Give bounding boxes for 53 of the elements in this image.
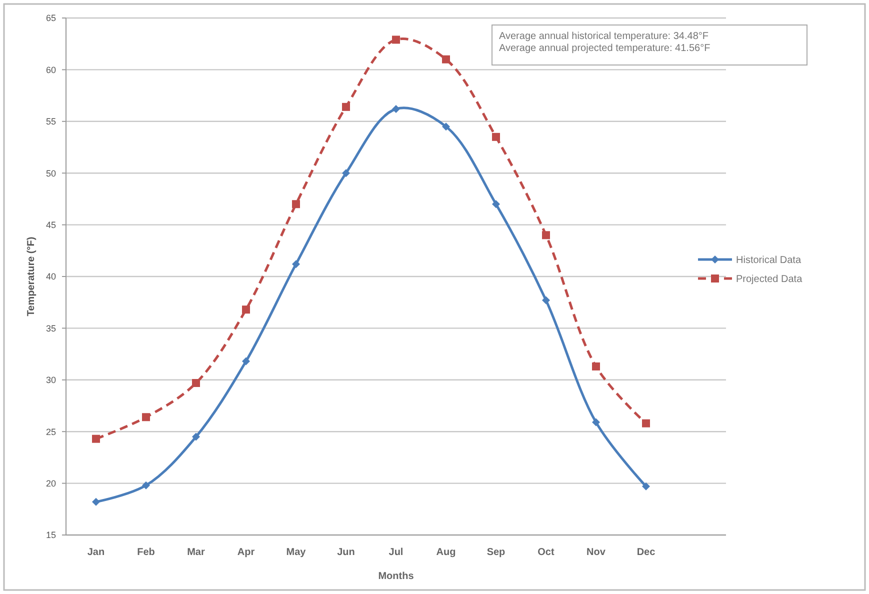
- point: [642, 419, 650, 428]
- y-tick-label: 40: [46, 272, 56, 282]
- x-tick-label: Oct: [538, 547, 556, 558]
- annotation: Average annual projected temperature: 41.56°F: [499, 43, 710, 54]
- point: [342, 169, 350, 178]
- y-tick-label: 55: [46, 116, 56, 127]
- x-tick-label: Jan: [87, 547, 105, 558]
- x-tick-label: Sep: [486, 547, 506, 558]
- point: [92, 498, 100, 506]
- point: [642, 482, 650, 490]
- y-tick-label: 30: [46, 375, 56, 386]
- point: [192, 432, 200, 441]
- annotation: Average annual historical temperature: 34.48°F: [499, 31, 708, 42]
- x-tick-label: Aug: [436, 547, 456, 558]
- x-axis-title: Months: [378, 571, 414, 582]
- point: [92, 434, 100, 443]
- point: [542, 296, 550, 304]
- y-tick-label: 35: [46, 323, 56, 334]
- x-tick-label: Feb: [137, 547, 155, 558]
- x-tick-label: Nov: [586, 547, 606, 558]
- point: [392, 104, 400, 113]
- point: [542, 231, 550, 240]
- x-tick-label: Apr: [237, 547, 255, 558]
- x-tick-label: Jul: [388, 547, 404, 558]
- point: [442, 55, 450, 64]
- point: [492, 132, 500, 141]
- point: [292, 260, 300, 268]
- point: [592, 418, 600, 426]
- y-tick-label: 45: [46, 220, 56, 230]
- point: [192, 379, 200, 387]
- point: [292, 200, 300, 208]
- point: [592, 362, 600, 370]
- x-tick-label: Dec: [636, 547, 656, 558]
- legend-label: Historical Data: [736, 255, 802, 266]
- point: [442, 122, 450, 131]
- point: [392, 36, 400, 44]
- point: [242, 357, 250, 366]
- y-tick-label: 50: [46, 168, 56, 178]
- point: [342, 102, 350, 111]
- y-tick-label: 25: [46, 426, 56, 437]
- point: [242, 306, 250, 314]
- legend-label: Projected Data: [736, 274, 803, 285]
- y-axis-title: Temperature (°F): [26, 236, 37, 316]
- point: [142, 481, 150, 490]
- y-tick-label: 15: [46, 530, 56, 540]
- x-tick-label: Mar: [187, 547, 205, 558]
- y-tick-label: 20: [46, 478, 56, 488]
- point: [142, 413, 150, 422]
- y-tick-label: 65: [46, 13, 56, 24]
- x-tick-label: May: [286, 547, 306, 558]
- y-tick-label: 60: [46, 64, 56, 75]
- x-tick-label: Jun: [337, 547, 355, 558]
- point: [492, 200, 500, 208]
